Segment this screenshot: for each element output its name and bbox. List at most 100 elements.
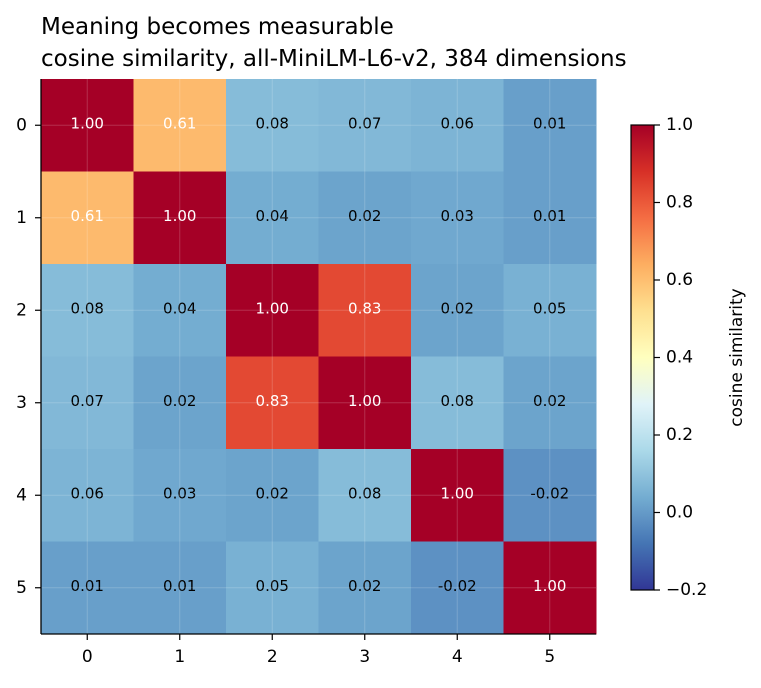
heatmap-cell-3-3 bbox=[318, 356, 412, 450]
cell-value-label-3-3: 1.00 bbox=[348, 392, 381, 410]
y-axis-ticks: 0 1 2 3 4 5 bbox=[16, 115, 41, 598]
cell-value-label-4-5: -0.02 bbox=[530, 484, 569, 502]
heatmap-cell-1-3 bbox=[318, 171, 412, 265]
cell-value-label-3-5: 0.02 bbox=[533, 392, 566, 410]
heatmap-cell-1-4 bbox=[411, 171, 504, 265]
cell-value-label-1-4: 0.03 bbox=[441, 207, 474, 225]
cell-value-label-3-2: 0.83 bbox=[256, 392, 289, 410]
chart-subtitle: cosine similarity, all-MiniLM-L6-v2, 384… bbox=[41, 46, 627, 72]
heatmap-cell-4-1 bbox=[133, 449, 227, 542]
cell-value-label-4-0: 0.06 bbox=[71, 484, 104, 502]
chart-title: Meaning becomes measurable bbox=[41, 14, 394, 40]
colorbar-tick-label-3: 0.4 bbox=[666, 348, 693, 368]
heatmap-cell-2-3 bbox=[318, 264, 412, 357]
heatmap-cell-5-2 bbox=[226, 541, 319, 635]
colorbar-ticks: −0.2 0.0 0.2 0.4 0.6 0.8 1.0 bbox=[654, 115, 707, 600]
heatmap-gridlines bbox=[41, 79, 596, 634]
cell-value-label-1-5: 0.01 bbox=[533, 207, 566, 225]
x-tick-label-3: 3 bbox=[359, 647, 370, 667]
heatmap-cell-0-1 bbox=[133, 79, 227, 172]
cell-value-label-5-2: 0.05 bbox=[256, 577, 289, 595]
heatmap-cell-1-5 bbox=[503, 171, 597, 265]
colorbar-label: cosine similarity bbox=[727, 288, 747, 426]
cell-value-label-2-5: 0.05 bbox=[533, 299, 566, 317]
heatmap-cell-2-2 bbox=[226, 264, 319, 357]
x-tick-label-0: 0 bbox=[82, 647, 93, 667]
heatmap-cell-labels: 1.00 0.61 0.08 0.07 0.06 0.01 0.61 1.00 0.04 0.02… bbox=[71, 114, 570, 595]
heatmap-cell-4-0 bbox=[41, 449, 134, 542]
heatmap-cell-3-5 bbox=[503, 356, 597, 450]
colorbar-tick-label-2: 0.2 bbox=[666, 425, 693, 445]
heatmap-cell-0-5 bbox=[503, 79, 597, 172]
heatmap-cell-2-5 bbox=[503, 264, 597, 357]
y-tick-label-2: 2 bbox=[16, 300, 27, 320]
colorbar-gradient bbox=[630, 124, 655, 591]
heatmap-cell-3-2 bbox=[226, 356, 319, 450]
colorbar-tick-label-0: −0.2 bbox=[666, 580, 707, 600]
cell-value-label-0-4: 0.06 bbox=[441, 114, 474, 132]
heatmap-cell-4-5 bbox=[503, 449, 597, 542]
cell-value-label-1-2: 0.04 bbox=[256, 207, 289, 225]
heatmap-cell-0-3 bbox=[318, 79, 412, 172]
colorbar-tick-label-5: 0.8 bbox=[666, 193, 693, 213]
cell-value-label-3-1: 0.02 bbox=[163, 392, 196, 410]
x-tick-label-2: 2 bbox=[267, 647, 278, 667]
cell-value-label-1-1: 1.00 bbox=[163, 207, 196, 225]
heatmap-cell-4-4 bbox=[411, 449, 504, 542]
x-tick-label-5: 5 bbox=[544, 647, 555, 667]
heatmap-cell-0-0 bbox=[41, 79, 134, 172]
heatmap-cell-5-0 bbox=[41, 541, 134, 635]
colorbar: −0.2 0.0 0.2 0.4 0.6 0.8 1.0 cosine similarity bbox=[630, 115, 747, 600]
heatmap-cell-5-1 bbox=[133, 541, 227, 635]
x-axis-ticks: 0 1 2 3 4 5 bbox=[82, 634, 555, 667]
heatmap-cell-4-2 bbox=[226, 449, 319, 542]
colorbar-tick-label-1: 0.0 bbox=[666, 503, 693, 523]
cell-value-label-2-1: 0.04 bbox=[163, 299, 196, 317]
cell-value-label-1-0: 0.61 bbox=[71, 207, 104, 225]
heatmap-cell-5-4 bbox=[411, 541, 504, 635]
cell-value-label-2-4: 0.02 bbox=[441, 299, 474, 317]
cell-value-label-5-5: 1.00 bbox=[533, 577, 566, 595]
cell-value-label-3-0: 0.07 bbox=[71, 392, 104, 410]
heatmap-cell-3-0 bbox=[41, 356, 134, 450]
y-tick-label-0: 0 bbox=[16, 115, 27, 135]
heatmap-cell-1-1 bbox=[133, 171, 227, 265]
cell-value-label-4-3: 0.08 bbox=[348, 484, 381, 502]
heatmap-cell-0-4 bbox=[411, 79, 504, 172]
heatmap-cells bbox=[41, 79, 597, 635]
heatmap-cell-2-1 bbox=[133, 264, 227, 357]
cell-value-label-1-3: 0.02 bbox=[348, 207, 381, 225]
cell-value-label-5-0: 0.01 bbox=[71, 577, 104, 595]
heatmap-cell-0-2 bbox=[226, 79, 319, 172]
cell-value-label-5-4: -0.02 bbox=[438, 577, 477, 595]
heatmap-cell-4-3 bbox=[318, 449, 412, 542]
cell-value-label-2-2: 1.00 bbox=[256, 299, 289, 317]
colorbar-tick-label-4: 0.6 bbox=[666, 270, 693, 290]
heatmap-cell-1-2 bbox=[226, 171, 319, 265]
heatmap-cell-3-4 bbox=[411, 356, 504, 450]
heatmap-cell-1-0 bbox=[41, 171, 134, 265]
cell-value-label-2-3: 0.83 bbox=[348, 299, 381, 317]
x-tick-label-4: 4 bbox=[452, 647, 463, 667]
heatmap-cell-3-1 bbox=[133, 356, 227, 450]
cell-value-label-4-4: 1.00 bbox=[441, 484, 474, 502]
cell-value-label-0-1: 0.61 bbox=[163, 114, 196, 132]
cell-value-label-5-1: 0.01 bbox=[163, 577, 196, 595]
cell-value-label-0-3: 0.07 bbox=[348, 114, 381, 132]
heatmap-cell-2-0 bbox=[41, 264, 134, 357]
cell-value-label-0-2: 0.08 bbox=[256, 114, 289, 132]
cell-value-label-0-0: 1.00 bbox=[71, 114, 104, 132]
cell-value-label-0-5: 0.01 bbox=[533, 114, 566, 132]
y-tick-label-1: 1 bbox=[16, 208, 27, 228]
cell-value-label-4-1: 0.03 bbox=[163, 484, 196, 502]
cell-value-label-2-0: 0.08 bbox=[71, 299, 104, 317]
y-tick-label-5: 5 bbox=[16, 578, 27, 598]
heatmap-cell-2-4 bbox=[411, 264, 504, 357]
cell-value-label-4-2: 0.02 bbox=[256, 484, 289, 502]
y-tick-label-4: 4 bbox=[16, 485, 27, 505]
colorbar-tick-label-6: 1.0 bbox=[666, 115, 693, 135]
y-tick-label-3: 3 bbox=[16, 393, 27, 413]
cell-value-label-3-4: 0.08 bbox=[441, 392, 474, 410]
